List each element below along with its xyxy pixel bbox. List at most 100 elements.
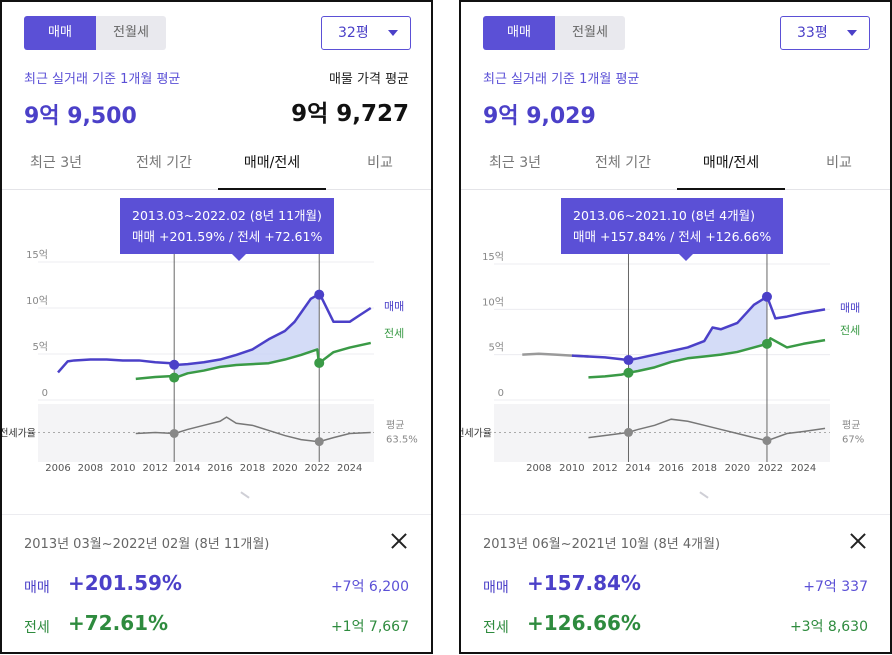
tooltip-arrow xyxy=(679,254,693,261)
caret-down-icon xyxy=(388,30,398,36)
period-tabs: 최근 3년 전체 기간 매매/전세 비교 xyxy=(2,144,431,190)
ratio-series-line xyxy=(135,416,371,443)
summary-jeonse-row: 전세 +126.66% +3억 8,630 xyxy=(483,611,868,641)
listing-avg-label: 매물 가격 평균 xyxy=(328,72,409,87)
y-tick-label: 10억 xyxy=(482,296,504,308)
jeonse-point xyxy=(314,357,325,368)
x-tick-label: 2018 xyxy=(240,463,265,474)
summary-sale-label: 매매 xyxy=(483,580,509,596)
chart-panel-right: 매매 전월세 33평 최근 실거래 기준 1개월 평균 9억 9,029 최근 … xyxy=(459,0,892,654)
close-icon[interactable] xyxy=(389,531,409,551)
recent-avg-label: 최근 실거래 기준 1개월 평균 xyxy=(24,72,181,87)
price-chart[interactable]: 15억 10억 5억 0 전세가율 2008 2010 2012 2014 2016 2018 202… xyxy=(461,192,890,492)
range-summary: 2013년 06월~2021년 10월 (8년 4개월) 매매 +157.84%… xyxy=(461,514,890,652)
tooltip-change: 매매 +201.59% / 전세 +72.61% xyxy=(132,229,323,244)
tab-sale-jeonse[interactable]: 매매/전세 xyxy=(702,155,760,171)
trade-type-toggle: 매매 전월세 xyxy=(483,16,625,50)
x-tick-label: 2008 xyxy=(526,463,551,474)
toggle-rent-button[interactable]: 전월세 xyxy=(555,16,625,50)
recent-avg-value: 9억 9,029 xyxy=(483,104,596,129)
ratio-band xyxy=(38,404,374,462)
sale-series-label: 매매 xyxy=(384,300,404,313)
listing-avg-value: 9억 9,727 xyxy=(291,101,409,127)
summary-period: 2013년 03월~2022년 02월 (8년 11개월) xyxy=(24,537,270,552)
summary-sale-amount: +7억 6,200 xyxy=(330,579,409,595)
jeonse-point xyxy=(761,338,772,349)
range-fill-area xyxy=(174,294,320,378)
y-tick-label: 15억 xyxy=(26,249,48,261)
ratio-band xyxy=(494,404,830,462)
summary-jeonse-label: 전세 xyxy=(24,620,50,636)
sale-point xyxy=(314,289,325,300)
drag-handle[interactable] xyxy=(699,491,709,499)
tooltip-arrow xyxy=(232,254,246,261)
x-tick-label: 2008 xyxy=(78,463,103,474)
jeonse-point xyxy=(623,367,634,378)
x-tick-label: 2016 xyxy=(658,463,683,474)
x-tick-label: 2020 xyxy=(272,463,297,474)
period-tabs: 최근 3년 전체 기간 매매/전세 비교 xyxy=(461,144,890,190)
y-tick-label: 5억 xyxy=(32,341,48,353)
area-size-select[interactable]: 32평 xyxy=(321,16,411,50)
toggle-sale-button[interactable]: 매매 xyxy=(24,16,96,50)
chart-panel-left: 매매 전월세 32평 최근 실거래 기준 1개월 평균 9억 9,500 매물 … xyxy=(0,0,433,654)
tab-compare[interactable]: 비교 xyxy=(367,155,393,171)
tab-all-period[interactable]: 전체 기간 xyxy=(595,155,651,171)
area-size-select[interactable]: 33평 xyxy=(780,16,870,50)
range-tooltip: 2013.06~2021.10 (8년 4개월) 매매 +157.84% / 전… xyxy=(561,198,784,261)
sale-point xyxy=(761,291,772,302)
y-tick-label: 10억 xyxy=(26,295,48,307)
summary-sale-label: 매매 xyxy=(24,580,50,596)
summary-jeonse-pct: +126.66% xyxy=(527,611,641,635)
tab-recent-3y[interactable]: 최근 3년 xyxy=(489,155,541,171)
x-tick-label: 2014 xyxy=(625,463,650,474)
toggle-sale-button[interactable]: 매매 xyxy=(483,16,555,50)
summary-period: 2013년 06월~2021년 10월 (8년 4개월) xyxy=(483,537,721,552)
price-chart[interactable]: 15억 10억 5억 0 전세가율 2006 2008 2010 2012 2014 2016 201… xyxy=(2,192,431,492)
recent-avg-value: 9억 9,500 xyxy=(24,104,137,129)
trade-type-toggle: 매매 전월세 xyxy=(24,16,166,50)
ratio-point xyxy=(169,428,179,438)
jeonse-series-label: 전세 xyxy=(840,324,860,337)
x-tick-label: 2014 xyxy=(175,463,200,474)
summary-jeonse-amount: +3억 8,630 xyxy=(789,619,868,635)
ratio-label: 전세가율 xyxy=(0,427,36,439)
summary-sale-row: 매매 +157.84% +7억 337 xyxy=(483,571,868,601)
tooltip-period: 2013.03~2022.02 (8년 11개월) xyxy=(132,208,322,223)
area-size-value: 32평 xyxy=(338,25,369,41)
drag-handle[interactable] xyxy=(240,491,250,499)
tooltip-period: 2013.06~2021.10 (8년 4개월) xyxy=(573,208,755,223)
sale-series-line xyxy=(571,295,826,362)
ratio-avg-value: 63.5% xyxy=(386,434,418,445)
ratio-point xyxy=(314,437,324,447)
ratio-label: 전세가율 xyxy=(459,427,492,439)
x-tick-label: 2012 xyxy=(592,463,617,474)
tab-compare[interactable]: 비교 xyxy=(826,155,852,171)
toggle-rent-button[interactable]: 전월세 xyxy=(96,16,166,50)
ratio-avg-label: 평균 xyxy=(842,419,860,431)
ratio-point xyxy=(623,427,633,437)
summary-jeonse-amount: +1억 7,667 xyxy=(330,619,409,635)
summary-jeonse-row: 전세 +72.61% +1억 7,667 xyxy=(24,611,409,641)
ratio-avg-label: 평균 xyxy=(386,419,404,431)
sale-point xyxy=(623,355,634,366)
sale-point xyxy=(169,359,180,370)
tab-sale-jeonse[interactable]: 매매/전세 xyxy=(243,155,301,171)
x-tick-label: 2024 xyxy=(791,463,816,474)
x-tick-label: 2022 xyxy=(305,463,330,474)
summary-sale-amount: +7억 337 xyxy=(803,579,868,595)
close-icon[interactable] xyxy=(848,531,868,551)
range-fill-area xyxy=(628,296,767,373)
price-chart-svg: 15억 10억 5억 0 전세가율 2006 2008 2010 2012 2014 2016 201… xyxy=(0,248,418,474)
tab-recent-3y[interactable]: 최근 3년 xyxy=(30,155,82,171)
summary-sale-pct: +157.84% xyxy=(527,571,641,595)
x-tick-label: 2010 xyxy=(559,463,584,474)
tab-all-period[interactable]: 전체 기간 xyxy=(136,155,192,171)
ratio-avg-value: 67% xyxy=(842,434,864,445)
x-tick-label: 2024 xyxy=(337,463,362,474)
sale-series-label: 매매 xyxy=(840,301,860,314)
jeonse-series-label: 전세 xyxy=(384,327,404,340)
x-tick-label: 2012 xyxy=(143,463,168,474)
ratio-point xyxy=(762,436,772,446)
active-tab-indicator xyxy=(218,188,326,190)
